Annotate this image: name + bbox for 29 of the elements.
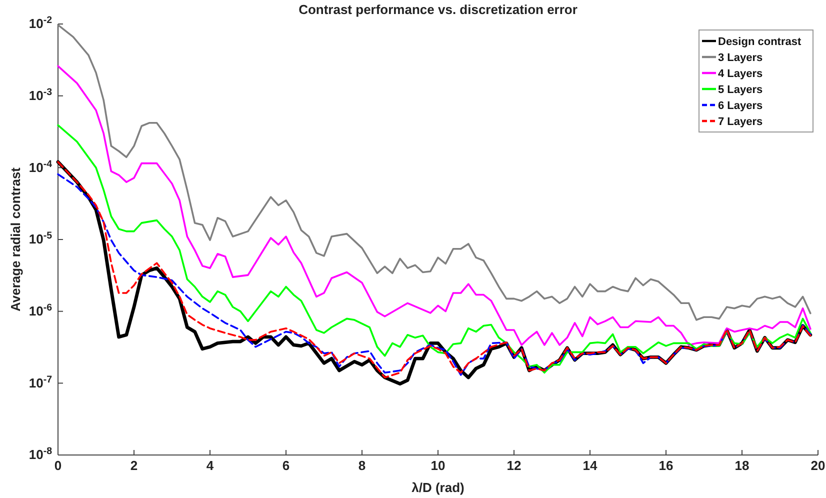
y-axis-title: Average radial contrast bbox=[8, 166, 23, 312]
legend-label: 4 Layers bbox=[718, 68, 763, 80]
line-series bbox=[57, 24, 812, 321]
x-tick-label: 2 bbox=[130, 458, 138, 474]
x-tick-label: 14 bbox=[582, 458, 598, 474]
x-tick-label: 0 bbox=[54, 458, 62, 474]
x-tick-label: 6 bbox=[282, 458, 290, 474]
x-tick-label: 16 bbox=[658, 458, 674, 474]
y-tick-label: 10$^{-7}$ bbox=[28, 374, 52, 390]
y-tick-label: 10$^{-8}$ bbox=[28, 446, 53, 462]
y-tick-label: 10$^{-2}$ bbox=[28, 14, 53, 32]
y-tick-label: 10$^{-6}$ bbox=[28, 302, 53, 318]
x-tick-label: 8 bbox=[358, 458, 366, 474]
x-tick-label: 20 bbox=[810, 458, 826, 474]
x-tick-label: 10 bbox=[430, 458, 446, 474]
legend-label: Design contrast bbox=[718, 36, 802, 48]
x-tick-label: 18 bbox=[734, 458, 750, 474]
x-tick-label: 12 bbox=[506, 458, 522, 474]
legend-label: 5 Layers bbox=[718, 84, 763, 96]
x-axis-title: λ/D (rad) bbox=[412, 480, 464, 495]
y-tick-label: 10$^{-5}$ bbox=[28, 230, 53, 247]
x-tick-label: 4 bbox=[206, 458, 214, 474]
y-tick-label: 10$^{-3}$ bbox=[28, 86, 53, 103]
legend-label: 6 Layers bbox=[718, 100, 763, 112]
chart-title: Contrast performance vs. discretization error bbox=[298, 2, 578, 17]
legend-label: 3 Layers bbox=[718, 52, 763, 64]
line-series bbox=[57, 65, 812, 346]
legend-label: 7 Layers bbox=[718, 116, 763, 128]
y-tick-label: 10$^{-4}$ bbox=[28, 158, 53, 175]
